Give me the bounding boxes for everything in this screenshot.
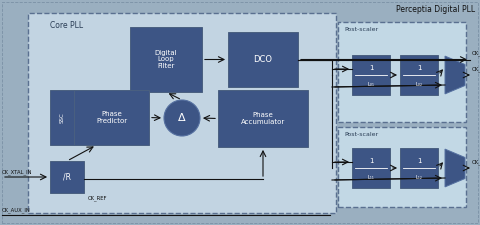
Text: 1: 1 (369, 158, 373, 164)
Text: Post-scaler: Post-scaler (344, 132, 378, 137)
Bar (50, 161, 84, 193)
Text: CK_XTAL_IN: CK_XTAL_IN (2, 169, 33, 175)
Text: SSC: SSC (60, 112, 64, 123)
Bar (400, 55, 438, 95)
Text: Digital
Loop
Filter: Digital Loop Filter (155, 50, 177, 70)
Bar (130, 27, 202, 92)
Text: Post-scaler: Post-scaler (344, 27, 378, 32)
Text: L₁₁: L₁₁ (368, 175, 374, 180)
Bar (400, 148, 438, 188)
Text: CK_PLL_DIV0: CK_PLL_DIV0 (472, 66, 480, 72)
Bar (218, 90, 308, 147)
Text: Phase
Accumulator: Phase Accumulator (241, 112, 285, 125)
Bar (352, 55, 390, 95)
Text: Phase
Predictor: Phase Predictor (96, 111, 127, 124)
Polygon shape (445, 56, 465, 94)
Text: Perceptia Digital PLL: Perceptia Digital PLL (396, 5, 475, 14)
Text: CK_REF: CK_REF (88, 195, 108, 201)
Bar (228, 32, 298, 87)
Text: DCO: DCO (253, 55, 273, 64)
Bar (74, 90, 149, 145)
Text: 1: 1 (417, 65, 421, 71)
Text: Core PLL: Core PLL (50, 21, 83, 30)
Text: L₀₂: L₀₂ (416, 82, 422, 87)
Bar (338, 127, 466, 207)
Text: L₁₂: L₁₂ (416, 175, 422, 180)
Text: CK_PLL_DIV1: CK_PLL_DIV1 (472, 159, 480, 165)
Text: CK_AUX_IN: CK_AUX_IN (2, 207, 31, 213)
Circle shape (164, 100, 200, 136)
Text: /R: /R (63, 173, 71, 182)
Bar (28, 13, 336, 213)
Text: Δ: Δ (178, 113, 186, 123)
Bar (338, 22, 466, 122)
Bar (50, 90, 74, 145)
Text: 1: 1 (369, 65, 373, 71)
Text: CK_PLL_OUT: CK_PLL_OUT (472, 51, 480, 56)
Text: 1: 1 (417, 158, 421, 164)
Polygon shape (445, 149, 465, 187)
Text: L₀₁: L₀₁ (368, 82, 374, 87)
Bar (352, 148, 390, 188)
